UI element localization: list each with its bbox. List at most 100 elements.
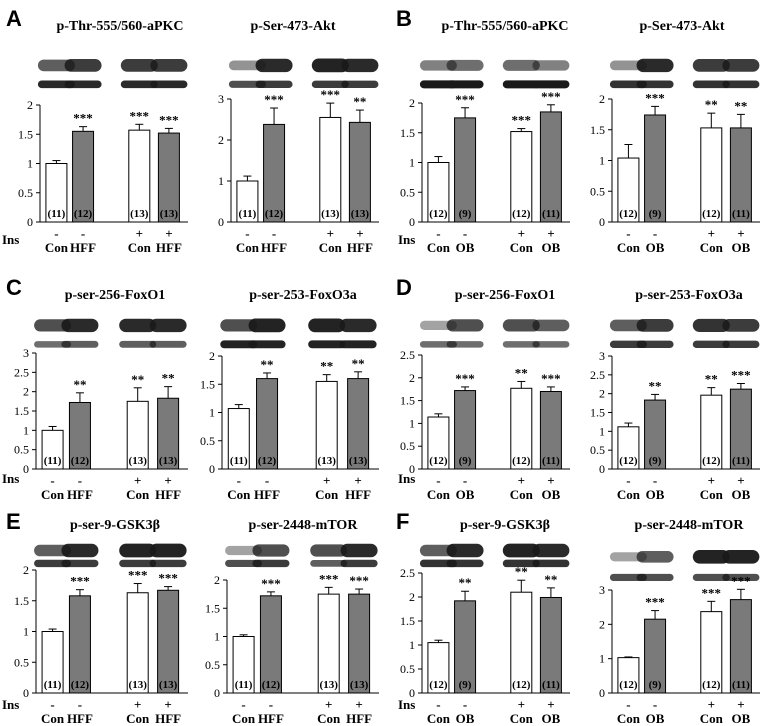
blot-band	[636, 573, 674, 581]
significance-label: ***	[731, 573, 751, 588]
blot-band	[34, 559, 72, 568]
blot-band	[61, 559, 99, 568]
significance-label: ***	[130, 108, 150, 123]
y-tick-label: 1.5	[400, 614, 415, 628]
y-axis: 0 0.5 1 1.5 2	[14, 563, 37, 700]
category-label: Con	[617, 711, 641, 726]
blot-band	[341, 58, 379, 73]
blot-band	[341, 80, 379, 89]
y-tick-label: 1	[214, 630, 220, 644]
sample-size-label: (12)	[512, 679, 531, 691]
y-tick-label: 0	[214, 686, 220, 700]
y-tick-label: 1	[23, 625, 29, 639]
blot-band	[220, 340, 258, 349]
blot-band	[248, 340, 286, 349]
sample-size-label: (12)	[619, 679, 638, 691]
bar	[319, 116, 342, 223]
insulin-sign: +	[323, 473, 330, 488]
insulin-sign: -	[272, 226, 276, 241]
y-tick-label: 2	[23, 563, 29, 577]
blot-band	[150, 59, 188, 72]
insulin-sign: +	[134, 697, 141, 712]
category-label: Con	[227, 487, 251, 502]
insulin-sign: -	[245, 226, 249, 241]
y-tick-label: 1.5	[205, 601, 220, 615]
category-label: Con	[41, 487, 65, 502]
insulin-sign: -	[78, 697, 82, 712]
blot-band	[532, 559, 570, 568]
significance-label: **	[352, 356, 365, 371]
blot-band	[532, 60, 570, 71]
blot-band	[692, 318, 730, 332]
insulin-sign: +	[164, 697, 171, 712]
blot-band	[220, 319, 258, 332]
chart-1: p-Thr-555/560-aPKC00.511.52(11)-Con***(1…	[18, 19, 188, 255]
significance-label: ***	[645, 90, 665, 105]
insulin-sign: -	[265, 473, 269, 488]
category-label: HFF	[70, 240, 96, 255]
sample-size-label: (12)	[702, 455, 721, 467]
significance-label: ***	[158, 571, 178, 586]
significance-label: ***	[70, 574, 90, 589]
category-label: OB	[542, 240, 561, 255]
y-axis: 0 0.5 1 1.5 2 2.5 3	[14, 346, 37, 476]
significance-label: ***	[645, 595, 665, 610]
sample-size-label: (11)	[732, 679, 750, 691]
significance-label: **	[544, 572, 557, 587]
significance-label: ***	[455, 92, 475, 107]
blot-band	[502, 341, 540, 348]
category-label: OB	[456, 711, 475, 726]
chart-5: p-ser-256-FoxO100.511.522.53(11)-Con**(1…	[14, 288, 188, 502]
insulin-sign: +	[737, 226, 744, 241]
sample-size-label: (12)	[619, 455, 638, 467]
insulin-sign: +	[518, 473, 525, 488]
significance-label: ***	[319, 571, 339, 586]
y-tick-label: 1	[599, 652, 605, 666]
significance-label: ***	[264, 92, 284, 107]
blot-band	[636, 80, 674, 89]
significance-label: **	[705, 97, 718, 112]
y-tick-label: 0.5	[590, 443, 605, 457]
category-label: OB	[542, 487, 561, 502]
insulin-sign: +	[356, 226, 363, 241]
blot-band	[722, 340, 760, 349]
sample-size-label: (13)	[349, 455, 368, 467]
significance-label: **	[705, 372, 718, 387]
insulin-sign: +	[547, 473, 554, 488]
insulin-sign: +	[134, 473, 141, 488]
y-tick-label: 3	[218, 92, 224, 106]
category-label: HFF	[67, 487, 93, 502]
sample-size-label: (12)	[512, 455, 531, 467]
sample-size-label: (13)	[129, 679, 148, 691]
blot-band	[340, 559, 378, 568]
panel-label-e: E	[6, 509, 21, 534]
insulin-sign: -	[653, 226, 657, 241]
blot-band	[692, 59, 730, 72]
blot-band	[310, 544, 348, 557]
sample-size-label: (12)	[619, 208, 638, 220]
y-tick-label: 2	[218, 133, 224, 147]
blot-band	[722, 549, 760, 564]
y-tick-label: 1.5	[14, 594, 29, 608]
blot-band	[446, 559, 484, 568]
y-axis: 0 0.5 1 1.5 2 2.5	[400, 566, 423, 700]
category-label: OB	[732, 711, 751, 726]
sample-size-label: (11)	[48, 208, 66, 220]
blot-band	[692, 549, 730, 564]
blot-band	[339, 318, 377, 333]
blot-band	[311, 58, 349, 73]
chart-title: p-ser-256-FoxO1	[455, 288, 556, 303]
insulin-sign: +	[136, 226, 143, 241]
insulin-sign: -	[50, 473, 54, 488]
sample-size-label: (12)	[258, 455, 277, 467]
insulin-sign: -	[653, 473, 657, 488]
blot-band	[502, 543, 540, 558]
blot-band	[722, 80, 760, 89]
y-axis: 0 0.5 1 1.5 2 2.5 3	[590, 349, 613, 476]
y-tick-label: 2.5	[14, 365, 29, 379]
y-tick-label: 1	[599, 154, 605, 168]
blot-band	[532, 543, 570, 558]
blot-band	[502, 59, 540, 71]
blot-band	[248, 318, 286, 333]
